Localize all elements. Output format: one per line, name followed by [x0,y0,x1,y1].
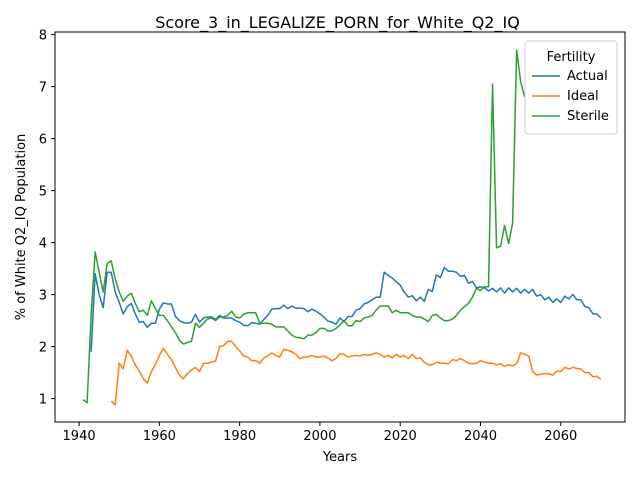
x-tick-label: 1960 [143,429,176,444]
y-tick-label: 4 [39,237,47,252]
legend: Fertility Actual Ideal Sterile [524,40,618,135]
y-axis-label: % of White Q2_IQ Population [14,134,29,321]
series-line-sterile [82,49,526,404]
series-line-actual [90,266,602,352]
y-tick-label: 5 [39,185,47,200]
x-tick-label: 2020 [384,429,417,444]
x-tick-label: 2060 [544,429,577,444]
x-tick-label: 1980 [223,429,256,444]
x-axis-label: Years [322,450,358,465]
x-tick-label: 2040 [464,429,497,444]
chart-title: Score_3_in_LEGALIZE_PORN_for_White_Q2_IQ [155,13,520,33]
x-tick-label: 2000 [303,429,336,444]
legend-title: Fertility [547,50,596,65]
y-tick-label: 8 [39,29,47,44]
legend-label-sterile: Sterile [567,109,609,124]
x-tick-label: 1940 [63,429,96,444]
legend-box [524,40,618,135]
x-axis: 1940 1960 1980 2000 2020 2040 2060 [63,422,577,444]
legend-label-actual: Actual [567,69,608,84]
y-tick-label: 6 [39,133,47,148]
legend-label-ideal: Ideal [567,89,599,104]
series-line-ideal [110,340,602,406]
y-axis: 1 2 3 4 5 6 7 8 [39,29,55,408]
y-tick-label: 2 [39,341,47,356]
y-tick-label: 3 [39,289,47,304]
plot-frame [54,31,626,423]
y-tick-label: 1 [39,393,47,408]
y-tick-label: 7 [39,81,47,96]
series-layer [82,49,602,406]
